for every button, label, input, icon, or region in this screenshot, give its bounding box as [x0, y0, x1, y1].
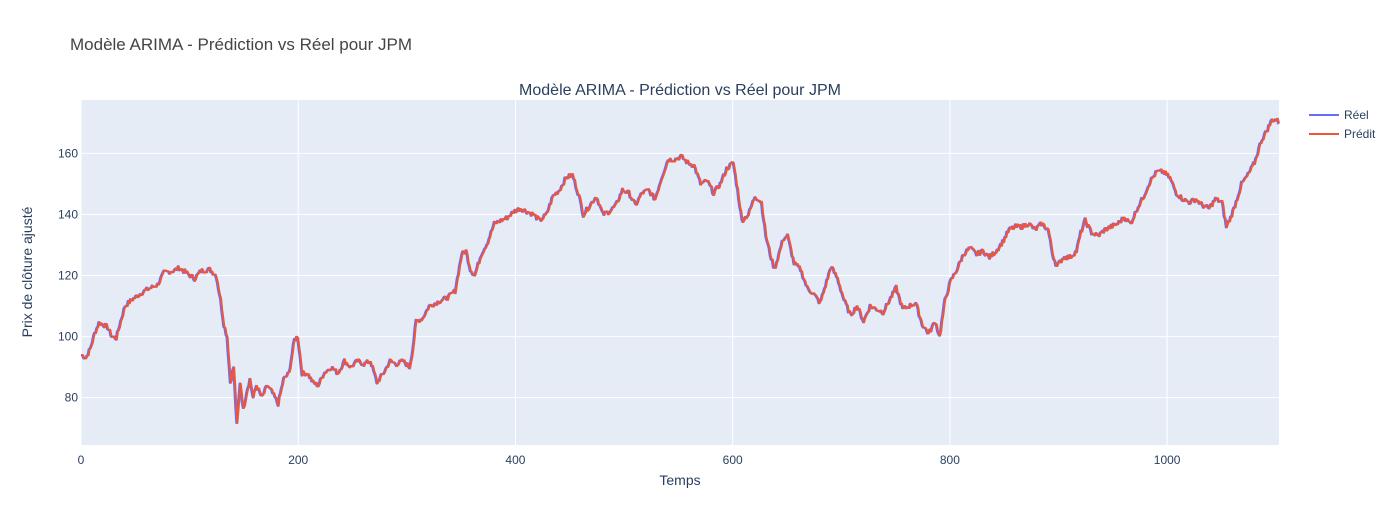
- legend: Réel Prédit: [1309, 108, 1376, 141]
- x-axis-label: Temps: [659, 472, 700, 488]
- y-gridlines: [81, 152, 1279, 399]
- y-tick-label: 120: [58, 269, 78, 283]
- series-line-predit[interactable]: [81, 117, 1280, 425]
- x-tick-labels: 0 200 400 600 800 1000: [78, 453, 1181, 467]
- x-tick-label: 800: [940, 453, 960, 467]
- y-tick-label: 160: [58, 146, 78, 160]
- y-tick-label: 100: [58, 330, 78, 344]
- y-tick-labels: 80 100 120 140 160: [58, 146, 78, 404]
- x-tick-label: 600: [723, 453, 743, 467]
- y-axis-label: Prix de clôture ajusté: [19, 206, 35, 337]
- x-tick-label: 1000: [1154, 453, 1181, 467]
- chart-title: Modèle ARIMA - Prédiction vs Réel pour J…: [519, 82, 841, 99]
- x-tick-label: 0: [78, 453, 85, 467]
- legend-label[interactable]: Prédit: [1344, 127, 1376, 141]
- legend-label[interactable]: Réel: [1344, 108, 1369, 122]
- x-tick-label: 400: [505, 453, 525, 467]
- page-title: Modèle ARIMA - Prédiction vs Réel pour J…: [70, 35, 412, 54]
- y-tick-label: 140: [58, 207, 78, 221]
- x-gridlines: [80, 100, 1168, 445]
- series-layer: [80, 117, 1280, 425]
- x-tick-label: 200: [288, 453, 308, 467]
- y-tick-label: 80: [65, 391, 79, 405]
